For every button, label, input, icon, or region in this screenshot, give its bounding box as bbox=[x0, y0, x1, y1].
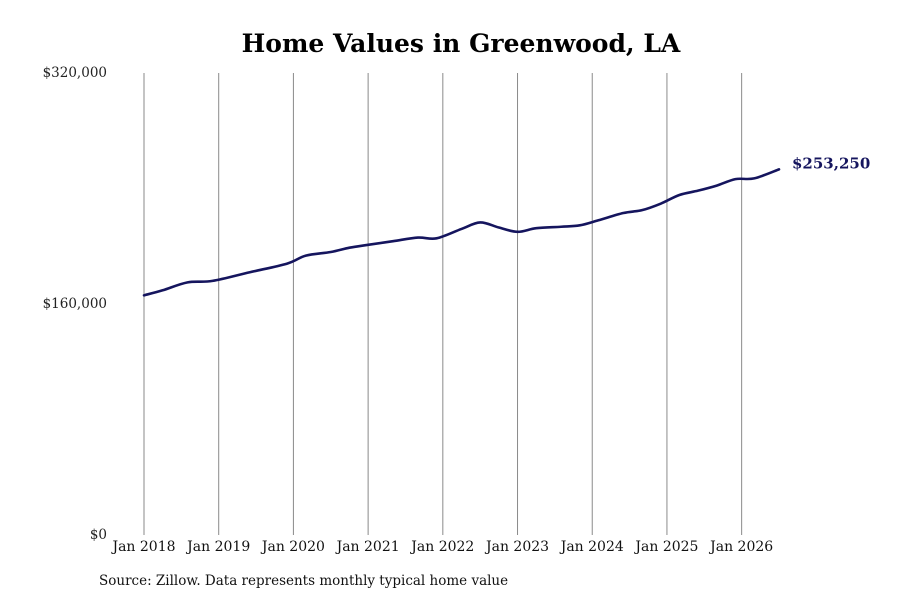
y-tick-label: $160,000 bbox=[43, 296, 107, 312]
series-layer: $253,250 bbox=[142, 154, 870, 297]
x-tick-label: Jan 2024 bbox=[559, 539, 624, 555]
source-note: Source: Zillow. Data represents monthly … bbox=[99, 573, 509, 589]
x-tick-label: Jan 2026 bbox=[708, 539, 773, 555]
chart-title: Home Values in Greenwood, LA bbox=[242, 29, 681, 58]
x-tick-label: Jan 2025 bbox=[633, 539, 698, 555]
x-tick-label: Jan 2020 bbox=[260, 539, 325, 555]
y-tick-label: $0 bbox=[90, 527, 107, 543]
x-tick-label: Jan 2018 bbox=[110, 539, 175, 555]
y-tick-label: $320,000 bbox=[43, 65, 107, 81]
x-tick-label: Jan 2019 bbox=[185, 539, 250, 555]
x-tick-label: Jan 2023 bbox=[484, 539, 549, 555]
y-axis: $0 $160,000 $320,000 bbox=[43, 65, 107, 543]
series-line bbox=[142, 168, 781, 297]
x-axis: Jan 2018 Jan 2019 Jan 2020 Jan 2021 Jan 2022… bbox=[110, 539, 773, 555]
x-tick-label: Jan 2021 bbox=[335, 539, 400, 555]
grid bbox=[143, 73, 743, 535]
end-value-label: $253,250 bbox=[792, 154, 870, 172]
x-tick-label: Jan 2022 bbox=[409, 539, 474, 555]
